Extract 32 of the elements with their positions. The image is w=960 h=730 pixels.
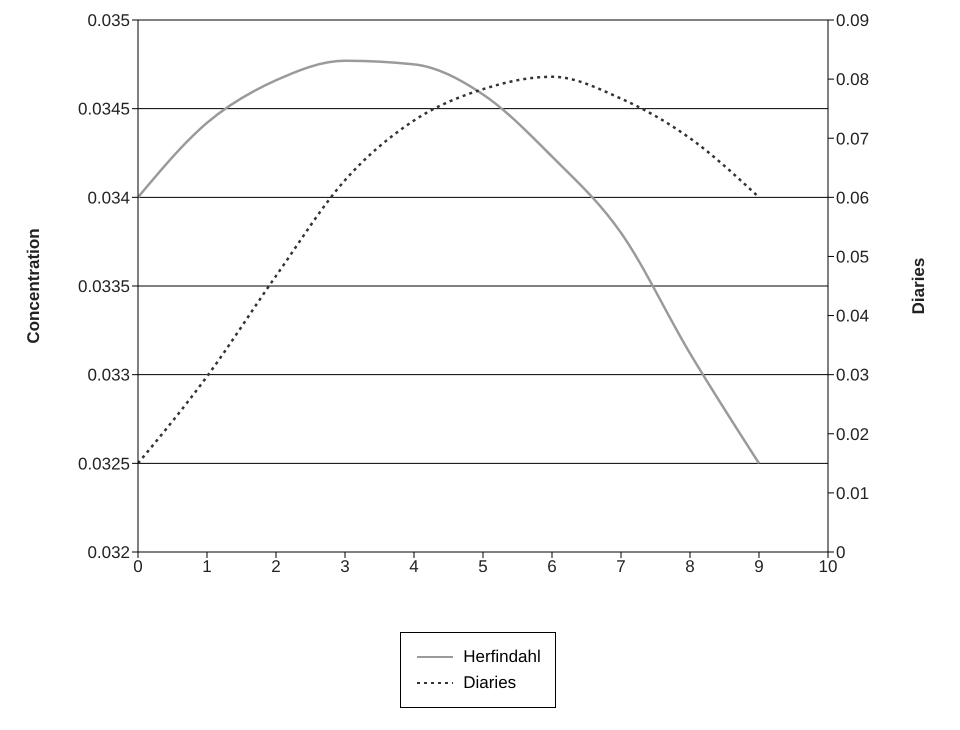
y2-tick-label: 0.02 (836, 424, 870, 444)
y-tick-label: 0.0345 (78, 100, 130, 119)
y-tick-label: 0.032 (87, 543, 130, 562)
x-tick-label: 7 (616, 557, 626, 576)
y-tick-label: 0.033 (87, 366, 130, 385)
legend-label: Diaries (463, 673, 516, 693)
x-tick-label: 0 (133, 557, 143, 576)
x-tick-label: 5 (478, 557, 488, 576)
y2-tick-label: 0.03 (836, 366, 870, 385)
x-tick-label: 4 (409, 557, 419, 576)
x-tick-label: 9 (754, 557, 764, 576)
y-tick-label: 0.0325 (78, 454, 130, 474)
x-tick-label: 6 (547, 557, 557, 576)
y2-tick-label: 0.01 (836, 484, 870, 503)
y2-tick-label: 0.06 (836, 188, 870, 208)
y-tick-label: 0.035 (87, 11, 130, 30)
y2-tick-label: 0.09 (836, 11, 870, 30)
y2-tick-label: 0.05 (836, 247, 870, 266)
y2-tick-label: 0.08 (836, 70, 870, 90)
y-tick-label: 0.034 (87, 188, 130, 208)
x-tick-label: 3 (340, 557, 350, 576)
x-tick-label: 8 (685, 557, 695, 576)
y2-axis-title: Diaries (909, 258, 928, 314)
x-tick-label: 10 (818, 557, 838, 576)
legend-label: Herfindahl (463, 647, 541, 667)
y2-tick-label: 0.04 (836, 306, 870, 326)
y2-tick-label: 0.07 (836, 129, 870, 148)
y-tick-label: 0.0335 (78, 277, 130, 296)
y2-tick-label: 0 (836, 543, 846, 562)
x-tick-label: 1 (202, 557, 212, 576)
x-tick-label: 2 (271, 557, 281, 576)
y-axis-title: Concentration (24, 228, 44, 344)
